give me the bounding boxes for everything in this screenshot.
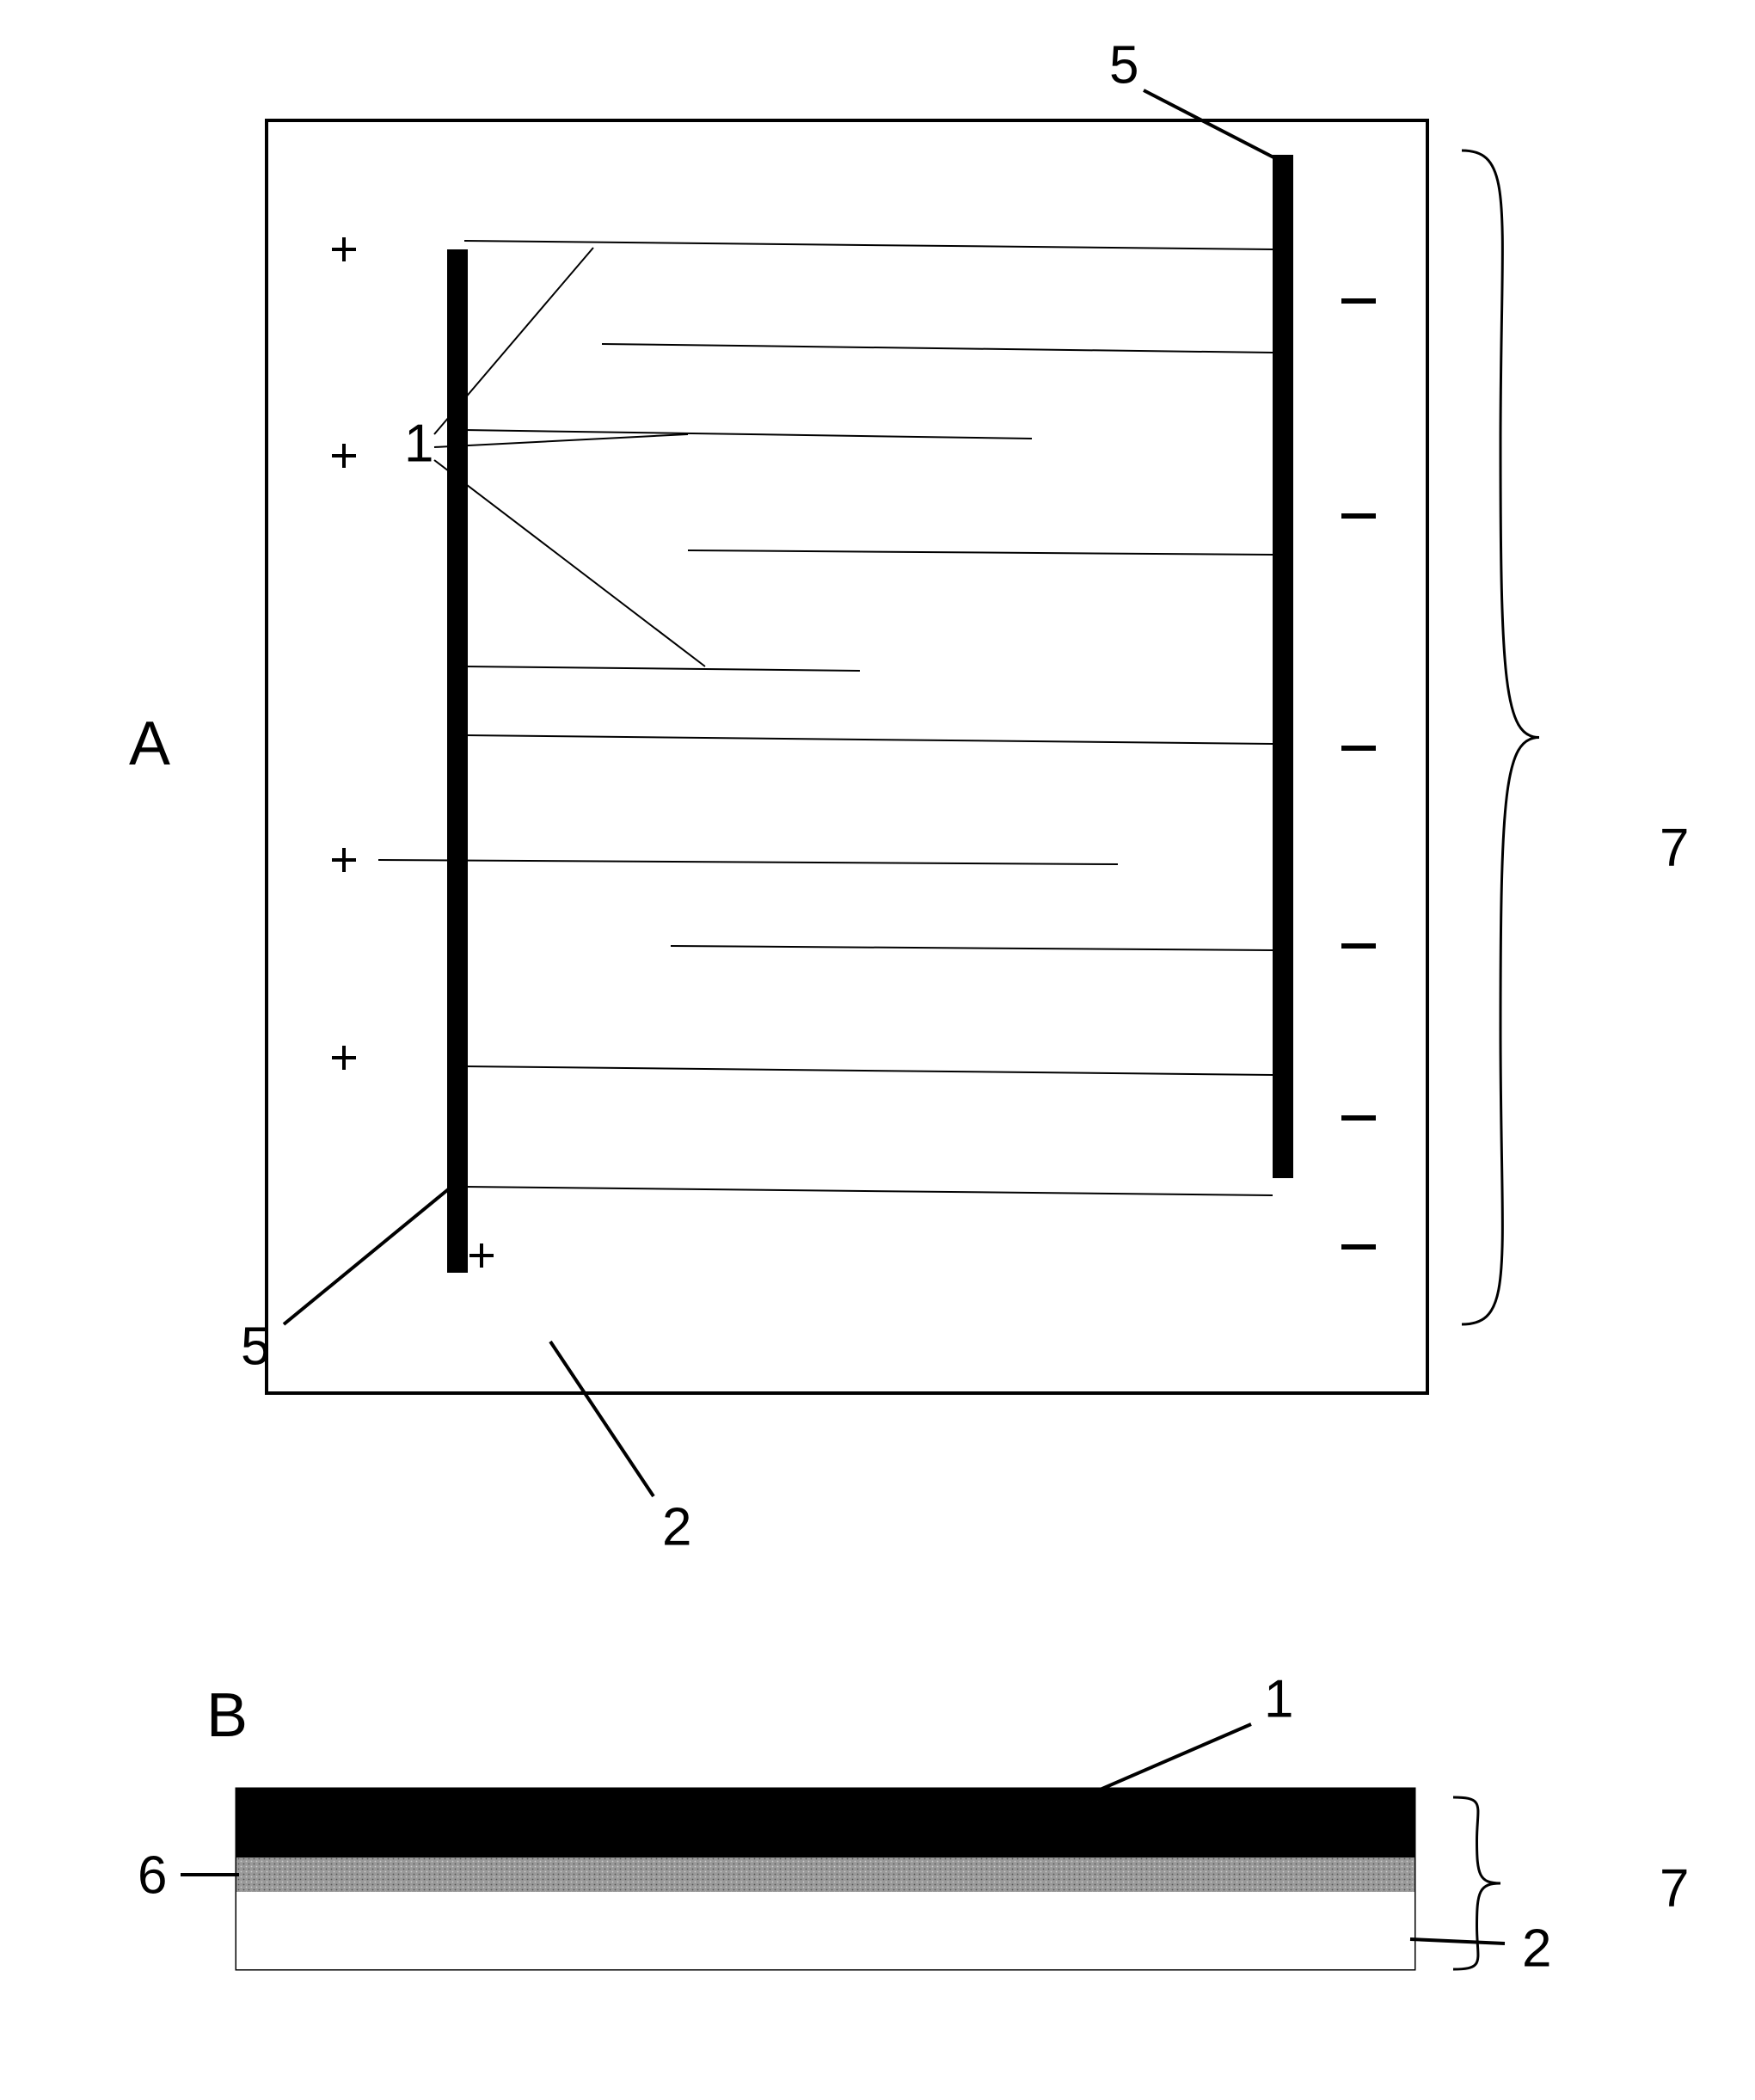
callout-label-6: 6 — [138, 1845, 167, 1905]
panel-label-a: A — [129, 709, 170, 778]
electrode-bar-right — [1273, 155, 1293, 1178]
diagram-a: 5 1 5 2 7 A — [129, 35, 1689, 1557]
callout-label-2: 2 — [1522, 1919, 1551, 1978]
callout-label-7: 7 — [1660, 818, 1689, 877]
diagram-svg: 5 1 5 2 7 A B 1 6 2 7 — [0, 0, 1755, 2100]
callout-label-2: 2 — [662, 1497, 691, 1557]
electrode-bar-left — [447, 249, 468, 1273]
callout-label-5: 5 — [1109, 35, 1138, 95]
layer-bottom — [236, 1892, 1414, 1969]
layer-top — [236, 1789, 1414, 1857]
callout-leader — [1410, 1939, 1505, 1943]
panel-label-b: B — [206, 1681, 248, 1750]
callout-label-7: 7 — [1660, 1858, 1689, 1918]
diagram-a-frame — [267, 120, 1427, 1393]
diagram-b: B 1 6 2 7 — [138, 1669, 1689, 1978]
callout-label-1: 1 — [404, 414, 433, 473]
page: 5 1 5 2 7 A B 1 6 2 7 — [0, 0, 1755, 2100]
callout-leader — [1092, 1724, 1251, 1793]
callout-label-5: 5 — [241, 1317, 270, 1376]
callout-label-1: 1 — [1264, 1669, 1293, 1729]
layer-middle — [236, 1857, 1414, 1892]
